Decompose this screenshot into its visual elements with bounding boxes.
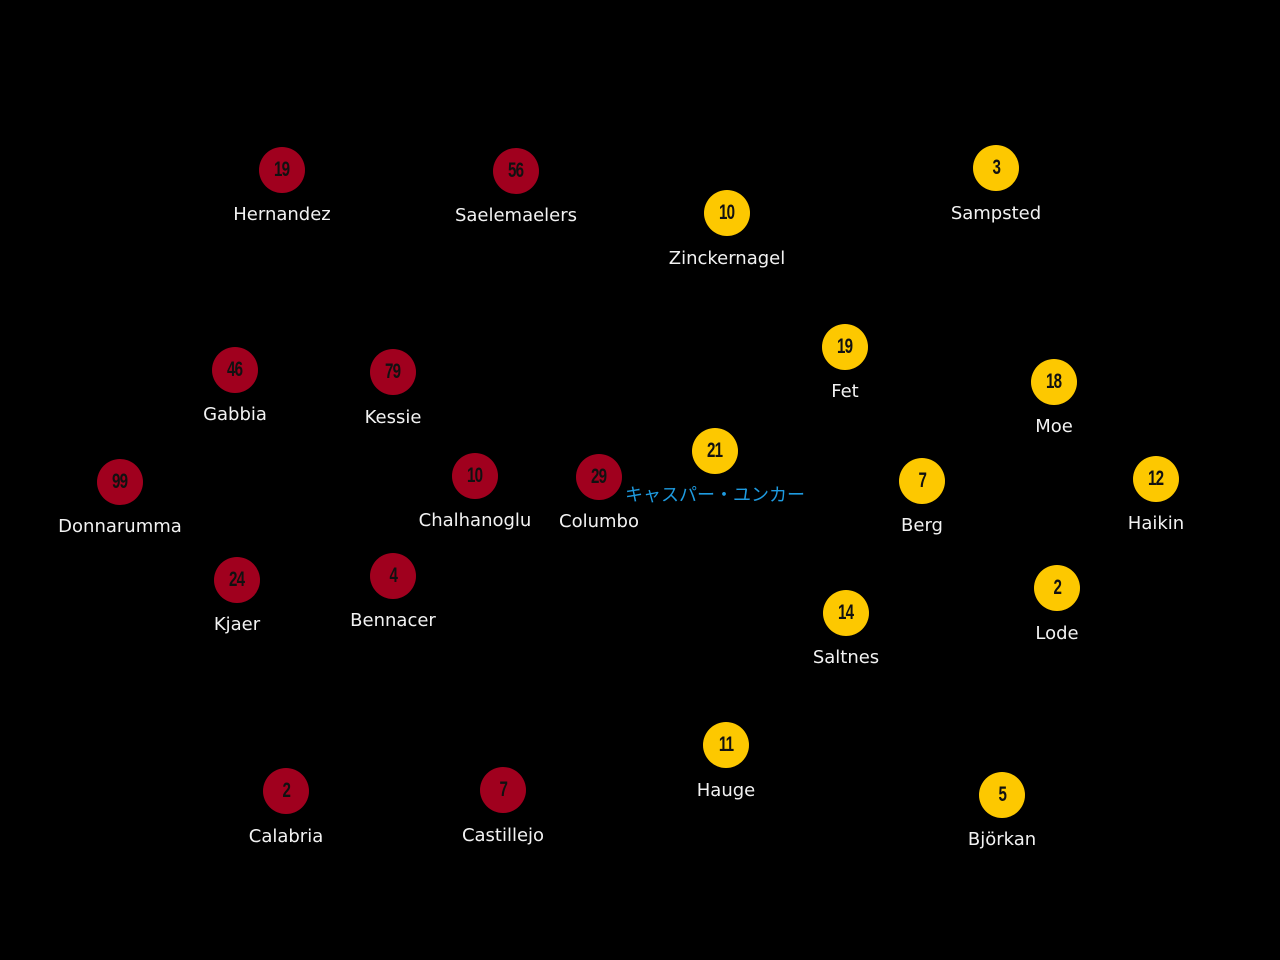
player-number: 24: [229, 568, 245, 591]
player-name: キャスパー・ユンカー: [625, 485, 805, 506]
player-marker: 7: [480, 767, 526, 813]
player-number: 11: [718, 733, 734, 756]
player-name: Calabria: [248, 826, 324, 847]
player-marker: 99: [97, 459, 143, 505]
player-name: Berg: [901, 515, 943, 536]
player-marker: 21: [692, 428, 738, 474]
player-number: 79: [385, 360, 401, 383]
player-number: 4: [389, 564, 397, 587]
player-marker: 19: [259, 147, 305, 193]
player-marker: 46: [212, 347, 258, 393]
player-number: 21: [707, 439, 723, 462]
player-number: 14: [838, 601, 854, 624]
player-marker: 24: [214, 557, 260, 603]
player-number: 12: [1148, 467, 1164, 490]
player-name: Björkan: [967, 829, 1037, 850]
player-marker: 10: [704, 190, 750, 236]
player-name: Lode: [1035, 623, 1079, 644]
player-marker: 18: [1031, 359, 1077, 405]
player-name: Gabbia: [203, 404, 267, 425]
player-number: 46: [227, 358, 243, 381]
player-name: Saelemaelers: [454, 205, 578, 226]
player-name: Castillejo: [461, 825, 545, 846]
player-name: Hernandez: [233, 204, 331, 225]
player-name: Kessie: [364, 407, 422, 428]
player-number: 2: [282, 779, 290, 802]
player-name: Bennacer: [350, 610, 436, 631]
player-marker: 12: [1133, 456, 1179, 502]
player-name: Donnarumma: [58, 516, 182, 537]
player-marker: 10: [452, 453, 498, 499]
player-marker: 56: [493, 148, 539, 194]
player-name: Hauge: [696, 780, 756, 801]
player-number: 18: [1046, 370, 1062, 393]
player-marker: 29: [576, 454, 622, 500]
player-name: Haikin: [1127, 513, 1185, 534]
player-number: 19: [837, 335, 853, 358]
player-number: 7: [918, 469, 926, 492]
player-number: 3: [992, 156, 1000, 179]
player-number: 56: [508, 159, 524, 182]
player-name: Moe: [1035, 416, 1073, 437]
player-number: 7: [499, 778, 507, 801]
player-marker: 4: [370, 553, 416, 599]
player-name: Sampsted: [950, 203, 1042, 224]
player-marker: 14: [823, 590, 869, 636]
player-name: Kjaer: [213, 614, 261, 635]
player-marker: 3: [973, 145, 1019, 191]
player-name: Columbo: [559, 511, 639, 532]
player-marker: 2: [263, 768, 309, 814]
player-marker: 11: [703, 722, 749, 768]
player-marker: 7: [899, 458, 945, 504]
player-name: Fet: [831, 381, 859, 402]
player-number: 2: [1053, 576, 1061, 599]
player-number: 19: [274, 158, 290, 181]
player-number: 10: [719, 201, 735, 224]
player-number: 10: [467, 464, 483, 487]
player-marker: 79: [370, 349, 416, 395]
player-marker: 19: [822, 324, 868, 370]
player-name: Saltnes: [812, 647, 880, 668]
player-name: Zinckernagel: [668, 248, 786, 269]
player-marker: 5: [979, 772, 1025, 818]
player-marker: 2: [1034, 565, 1080, 611]
player-name: Chalhanoglu: [418, 510, 532, 531]
player-number: 29: [591, 465, 607, 488]
player-number: 5: [998, 783, 1006, 806]
player-number: 99: [112, 470, 128, 493]
